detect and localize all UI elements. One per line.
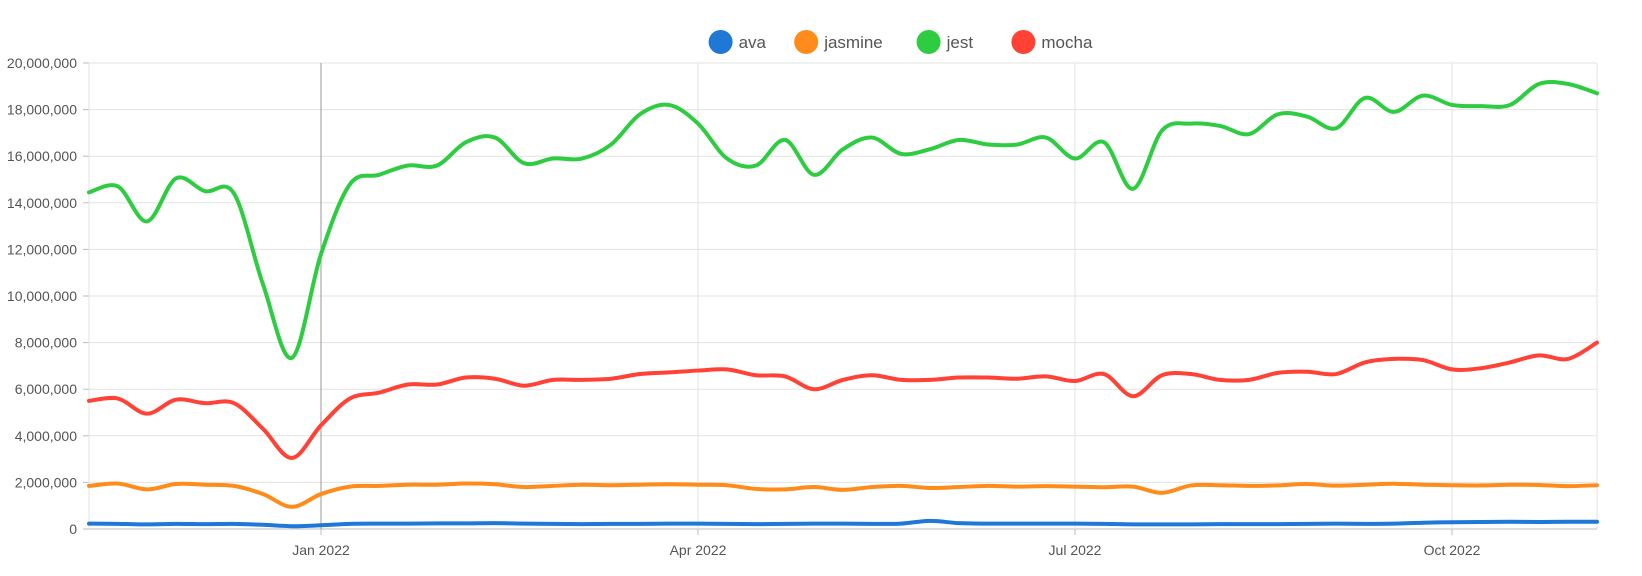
- y-tick-label: 0: [69, 521, 77, 537]
- legend-item-jasmine[interactable]: jasmine: [794, 30, 883, 54]
- x-tick-label: Jul 2022: [1049, 542, 1102, 558]
- x-tick-label: Jan 2022: [292, 542, 350, 558]
- series-line-jasmine[interactable]: [87, 481, 1599, 509]
- legend-item-mocha[interactable]: mocha: [1011, 30, 1093, 54]
- y-tick-label: 6,000,000: [15, 381, 77, 397]
- series-line-ava[interactable]: [87, 518, 1599, 529]
- legend-swatch: [794, 30, 819, 54]
- x-tick-label: Apr 2022: [670, 542, 727, 558]
- y-tick-label: 10,000,000: [7, 288, 77, 304]
- legend-swatch: [916, 30, 941, 54]
- legend-swatch: [1011, 30, 1036, 54]
- grid: [89, 62, 1598, 530]
- legend-label: ava: [739, 33, 767, 52]
- y-tick-label: 16,000,000: [7, 148, 77, 164]
- legend-label: jasmine: [823, 33, 883, 52]
- legend-label: jest: [946, 33, 974, 52]
- series-line-jest[interactable]: [87, 80, 1599, 360]
- y-tick-label: 12,000,000: [7, 241, 77, 257]
- y-tick-label: 14,000,000: [7, 195, 77, 211]
- x-tick-label: Oct 2022: [1424, 542, 1481, 558]
- x-axis: Jan 2022 Apr 2022 Jul 2022 Oct 2022: [292, 529, 1481, 558]
- legend-swatch: [708, 30, 733, 54]
- series-layer: [87, 80, 1599, 529]
- legend-label: mocha: [1041, 33, 1093, 52]
- legend-item-jest[interactable]: jest: [916, 30, 974, 54]
- y-tick-label: 18,000,000: [7, 102, 77, 118]
- legend-item-ava[interactable]: ava: [708, 30, 767, 54]
- series-line-mocha[interactable]: [87, 340, 1599, 460]
- y-tick-label: 20,000,000: [7, 55, 77, 71]
- y-tick-label: 2,000,000: [15, 474, 77, 490]
- y-tick-label: 8,000,000: [15, 335, 77, 351]
- y-tick-label: 4,000,000: [15, 428, 77, 444]
- y-axis: 0 2,000,000 4,000,000 6,000,000 8,000,000 10,…: [7, 55, 90, 537]
- legend: ava jasmine jest mocha: [708, 30, 1093, 54]
